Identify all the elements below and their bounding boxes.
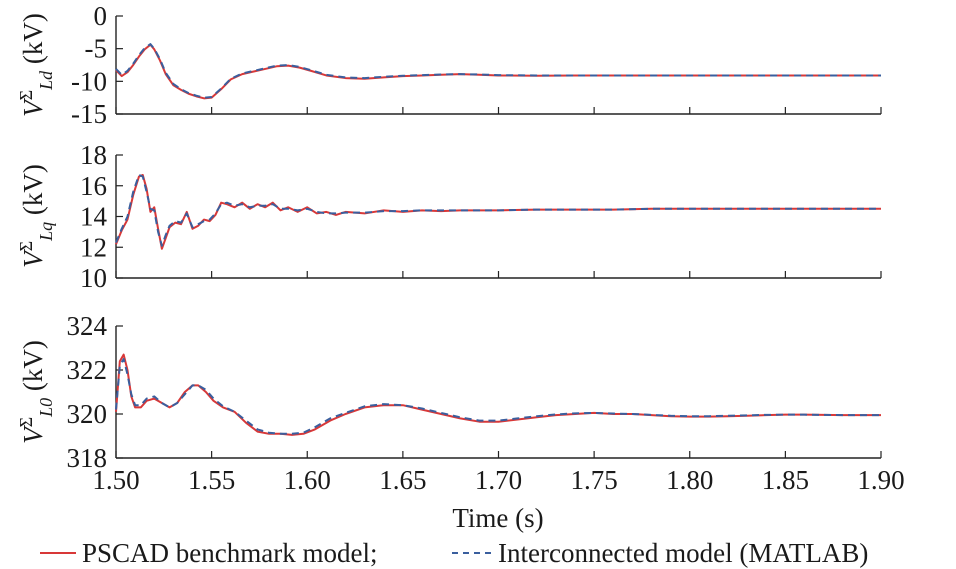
x-tick-label: 1.65 <box>379 465 426 495</box>
panel-vld-ytick-label: -15 <box>71 99 107 129</box>
panel-vl0-ytick-label: 322 <box>67 355 108 385</box>
x-tick-label: 1.60 <box>284 465 331 495</box>
panel-vld-ylabel: VΣLd (kV) <box>16 13 56 117</box>
panel-vlq-ytick-label: 18 <box>80 140 107 170</box>
panel-vld-series-matlab <box>115 43 881 99</box>
panel-vl0-series <box>115 353 881 436</box>
legend: PSCAD benchmark model; Interconnected mo… <box>40 538 868 568</box>
x-tick-label: 1.75 <box>571 465 618 495</box>
panel-vld: 0-5-10-15 VΣLd (kV) <box>16 1 882 129</box>
panel-vl0-series-matlab <box>115 358 881 435</box>
panel-vlq-series <box>115 173 881 250</box>
panel-vlq-xtickmarks <box>115 271 882 278</box>
x-tick-label: 1.90 <box>857 465 904 495</box>
panel-vld-xtickmarks <box>115 107 882 114</box>
legend-label-matlab: Interconnected model (MATLAB) <box>498 538 868 568</box>
panel-vld-ytick-label: -10 <box>71 66 107 96</box>
panel-vld-ytick-label: 0 <box>94 1 108 31</box>
x-axis-title: Time (s) <box>452 503 543 533</box>
panel-vld-series <box>115 43 881 100</box>
panel-vl0-ytick-label: 318 <box>67 443 108 473</box>
panel-vl0-xticks: 1.50 1.55 1.60 1.65 1.70 1.75 1.80 1.85 1.90 <box>92 451 905 495</box>
panel-vld-series-pscad <box>115 43 881 100</box>
panel-vlq-ytick-label: 10 <box>80 263 107 293</box>
x-tick-label: 1.55 <box>188 465 235 495</box>
panel-vl0-ylabel: VΣL0 (kV) <box>16 340 56 444</box>
x-tick-label: 1.70 <box>475 465 522 495</box>
panel-vlq-ytick-label: 12 <box>80 232 107 262</box>
panel-vld-ytick-label: -5 <box>85 34 108 64</box>
panel-vlq-ytick-label: 16 <box>80 171 107 201</box>
panel-vl0-ytick-label: 324 <box>67 311 108 341</box>
x-tick-label: 1.85 <box>762 465 809 495</box>
panel-vl0-yticks: 324 322 320 318 <box>67 311 123 473</box>
panel-vld-yticks: 0-5-10-15 <box>71 1 123 129</box>
panel-vl0-series-pscad <box>115 353 881 436</box>
legend-label-pscad: PSCAD benchmark model; <box>82 538 377 568</box>
panel-vlq-ylabel: VΣLq (kV) <box>16 164 56 268</box>
x-tick-label: 1.50 <box>92 465 139 495</box>
panel-vl0: 324 322 320 318 1.50 1.55 1.60 1.65 1.70 1.75 1.8… <box>16 311 905 533</box>
panel-vlq-ytick-label: 14 <box>80 202 108 232</box>
panel-vlq-series-matlab <box>115 173 881 247</box>
x-tick-label: 1.80 <box>666 465 713 495</box>
panel-vlq-series-pscad <box>115 173 881 250</box>
panel-vl0-ytick-label: 320 <box>67 399 108 429</box>
